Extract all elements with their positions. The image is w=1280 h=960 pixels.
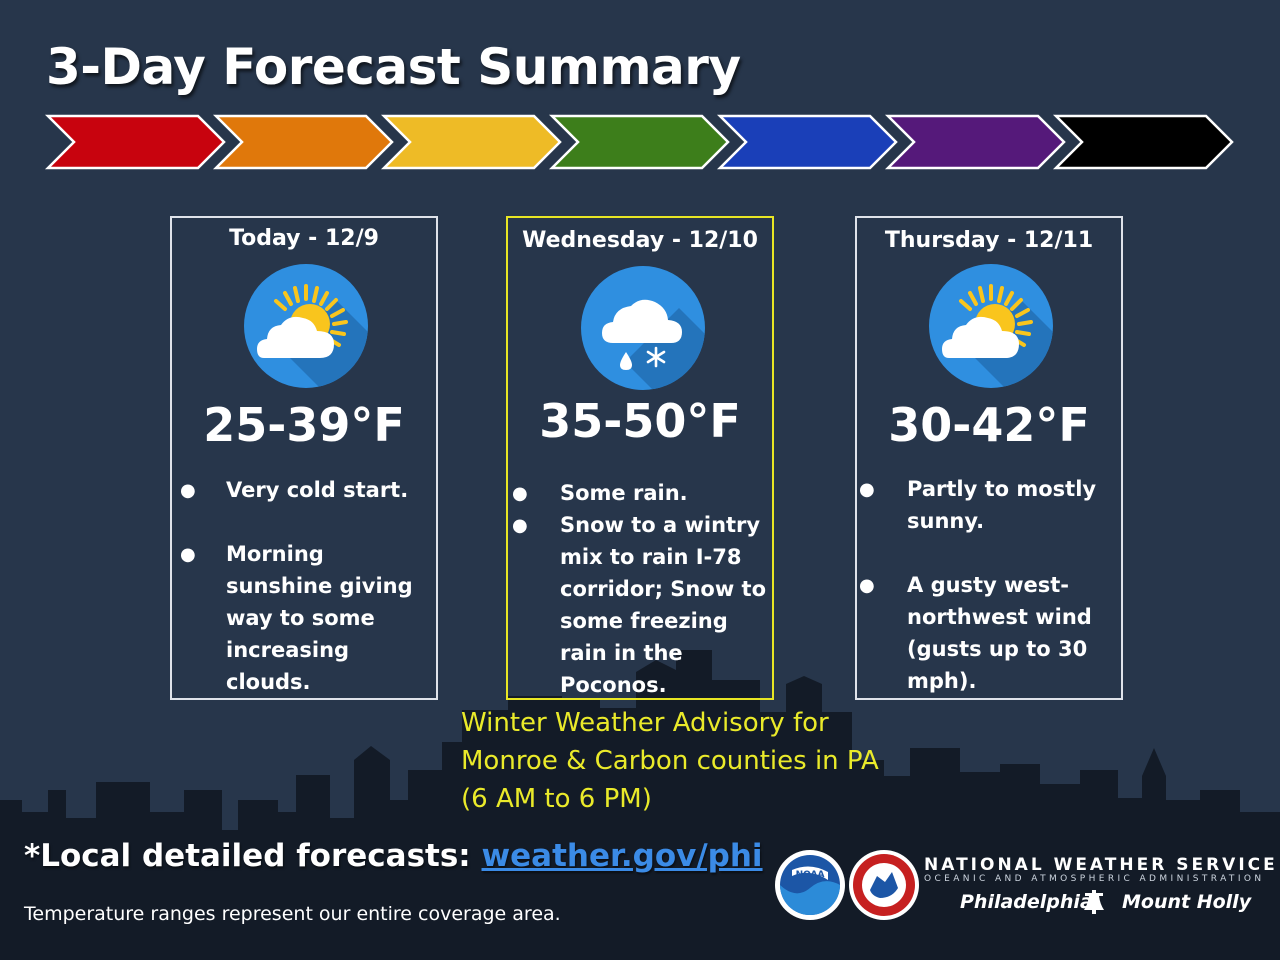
forecast-bullet: A gusty west-northwest wind (gusts up to…	[907, 573, 1092, 693]
day-label: Wednesday - 12/10	[522, 228, 758, 253]
chevron-arrow	[1052, 114, 1234, 170]
partly-sunny-icon	[929, 264, 1053, 388]
chevron-arrow	[212, 114, 394, 170]
partly-sunny-icon	[244, 264, 368, 388]
nws-logo-icon	[849, 850, 919, 920]
liberty-bell-icon	[1084, 890, 1104, 914]
office-philadelphia: Philadelphia	[960, 891, 1093, 913]
forecast-bullet: Snow to a wintry mix to rain I-78 corrid…	[560, 513, 766, 697]
agency-logos: NOAA	[775, 850, 919, 920]
bullet-icon: ●	[512, 515, 528, 536]
noaa-logo-text: NOAA	[796, 870, 825, 880]
chevron-arrow	[716, 114, 898, 170]
day-card-thursday: Thursday - 12/11 30-42°F ● Partly to mos…	[855, 216, 1123, 700]
bullet-icon: ●	[512, 483, 528, 504]
temperature-range: 25-39°F	[203, 398, 405, 452]
winter-weather-advisory: Winter Weather Advisory for Monroe & Car…	[461, 708, 879, 814]
local-forecast-label: *Local detailed forecasts:	[24, 838, 471, 874]
page-title: 3-Day Forecast Summary	[46, 38, 741, 96]
day-card-wednesday: Wednesday - 12/10 35-50°F ● Some rain. ●…	[506, 216, 774, 700]
chevron-arrow	[884, 114, 1066, 170]
chevron-arrow	[548, 114, 730, 170]
coverage-note: Temperature ranges represent our entire …	[24, 903, 561, 925]
temperature-range: 35-50°F	[539, 394, 741, 448]
noaa-subtitle: OCEANIC AND ATMOSPHERIC ADMINISTRATION	[924, 874, 1265, 884]
rain-snow-icon	[581, 266, 705, 390]
nws-title: NATIONAL WEATHER SERVICE	[924, 855, 1278, 875]
forecast-bullet: Some rain.	[560, 481, 688, 505]
forecast-bullet: Partly to mostly sunny.	[907, 477, 1097, 533]
bullet-icon: ●	[859, 575, 875, 596]
local-forecast-link[interactable]: weather.gov/phi	[481, 838, 763, 874]
bullet-icon: ●	[859, 479, 875, 500]
bullet-icon: ●	[180, 544, 196, 565]
chevron-arrow	[44, 114, 226, 170]
noaa-logo-icon: NOAA	[775, 850, 845, 920]
chevron-arrow	[380, 114, 562, 170]
forecast-bullet: Morning sunshine giving way to some incr…	[226, 542, 413, 694]
temperature-range: 30-42°F	[888, 398, 1090, 452]
chevron-scale	[44, 114, 1234, 170]
local-forecast-line: *Local detailed forecasts: weather.gov/p…	[24, 838, 763, 874]
day-label: Thursday - 12/11	[884, 228, 1094, 253]
day-card-today: Today - 12/9 25-39°F ● Very cold start. …	[170, 216, 438, 700]
office-mount-holly: Mount Holly	[1122, 891, 1252, 913]
bullet-icon: ●	[180, 480, 196, 501]
forecast-bullet: Very cold start.	[226, 478, 409, 502]
day-label: Today - 12/9	[229, 226, 379, 251]
